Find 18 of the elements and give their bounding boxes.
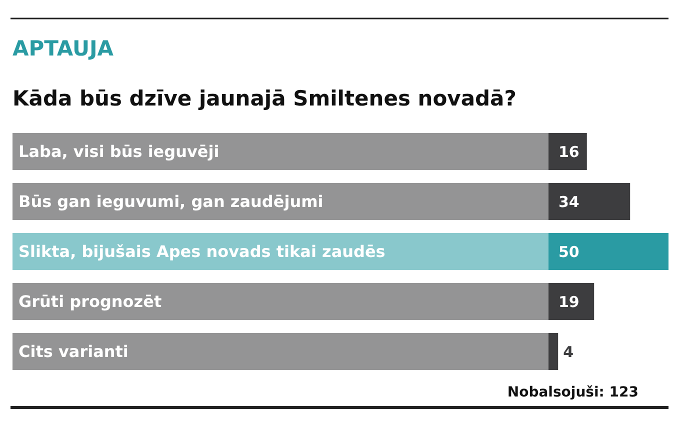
bar	[548, 333, 558, 370]
bar	[548, 133, 587, 170]
bar	[548, 233, 668, 270]
y-tick-label: Būs gan ieguvumi, gan zaudējumi	[18, 192, 324, 211]
data-label: 19	[558, 293, 580, 311]
y-tick-label: Laba, visi būs ieguvēji	[18, 142, 220, 161]
data-label: 50	[558, 243, 580, 261]
data-label: 4	[563, 343, 574, 361]
data-label: 16	[558, 143, 580, 161]
bar	[548, 183, 630, 220]
bar	[548, 283, 594, 320]
text: Nobalsojuši: 123	[507, 384, 639, 400]
text: APTAUJA	[12, 36, 114, 60]
y-tick-label: Grūti prognozēt	[18, 292, 162, 311]
y-tick-label: Cits varianti	[18, 342, 128, 361]
y-tick-label: Slikta, bijušais Apes novads tikai zaudēs	[18, 242, 386, 261]
data-label: 34	[558, 193, 580, 211]
text: Kāda būs dzīve jaunajā Smiltenes novadā?	[12, 86, 516, 110]
